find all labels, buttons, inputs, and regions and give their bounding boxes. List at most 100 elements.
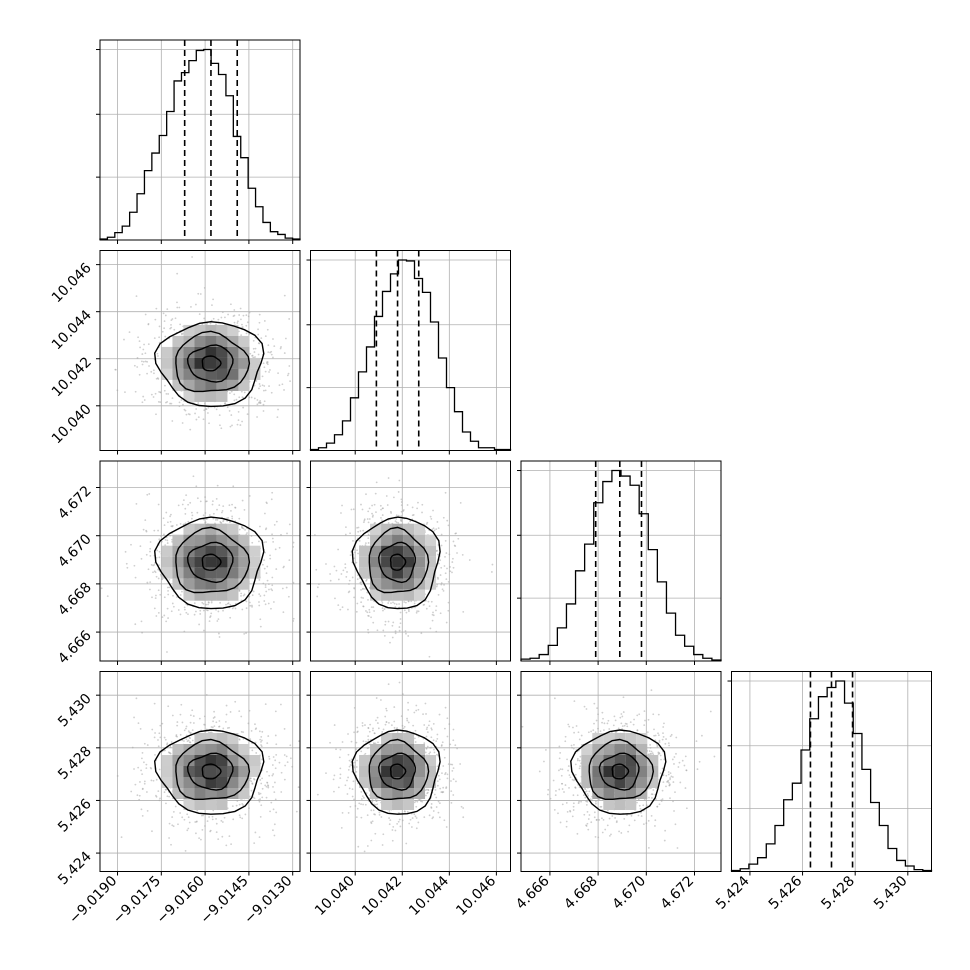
sample-point <box>172 811 175 813</box>
sample-point <box>156 549 159 552</box>
density-cell <box>183 578 195 590</box>
sample-point <box>447 601 450 604</box>
sample-point <box>159 391 162 394</box>
density-cell <box>205 766 217 777</box>
sample-point <box>217 318 220 321</box>
sample-point <box>400 715 403 718</box>
sample-point <box>194 412 196 415</box>
sample-point <box>384 623 387 626</box>
sample-point <box>228 392 231 395</box>
sample-point <box>162 517 165 520</box>
sample-point <box>452 778 455 781</box>
sample-point <box>164 384 166 387</box>
density-cell <box>205 335 217 347</box>
sample-point <box>381 730 384 733</box>
density-cell <box>392 578 404 590</box>
sample-point <box>169 402 171 405</box>
sample-point <box>152 396 155 398</box>
sample-point <box>261 787 264 790</box>
sample-point <box>179 713 182 716</box>
sample-point <box>347 753 350 756</box>
sample-point <box>425 713 427 715</box>
density-cell <box>216 523 228 535</box>
sample-point <box>285 586 288 589</box>
sample-point <box>138 798 141 801</box>
sample-point <box>403 609 406 612</box>
sample-point <box>157 739 159 741</box>
density-cell <box>194 368 206 380</box>
sample-point <box>273 823 276 826</box>
sample-point <box>379 504 382 507</box>
sample-point <box>258 321 261 324</box>
density-cell <box>359 545 371 557</box>
sample-point <box>361 724 364 727</box>
sample-point <box>238 738 241 741</box>
sample-point <box>260 337 263 340</box>
density-cell <box>227 545 239 557</box>
density-cell <box>227 589 239 601</box>
sample-point <box>411 506 414 509</box>
density-cell <box>414 567 426 579</box>
sample-point <box>415 805 418 808</box>
sample-point <box>368 611 371 614</box>
sample-point <box>143 782 146 785</box>
sample-point <box>387 620 390 623</box>
sample-point <box>359 530 362 532</box>
density-cell <box>183 523 195 535</box>
sample-point <box>147 568 150 571</box>
sample-point <box>360 816 363 819</box>
sample-point <box>271 491 274 494</box>
sample-point <box>161 616 164 618</box>
sample-point <box>202 609 205 612</box>
sample-point <box>149 554 152 557</box>
sample-point <box>275 568 278 570</box>
sample-point <box>355 741 358 744</box>
sample-point <box>200 838 202 841</box>
sample-point <box>353 557 356 560</box>
sample-point <box>402 693 404 696</box>
density-cell <box>194 788 206 799</box>
sample-point <box>187 613 189 616</box>
sample-point <box>435 630 438 633</box>
histogram-panel-0 <box>96 39 301 244</box>
sample-point <box>189 731 192 734</box>
sample-point <box>146 581 149 584</box>
sample-point <box>281 383 284 386</box>
sample-point <box>274 781 276 784</box>
sample-point <box>259 798 261 800</box>
density-cell <box>172 534 184 546</box>
sample-point <box>213 406 216 409</box>
sample-point <box>288 559 291 562</box>
sample-point <box>449 566 451 568</box>
density-cell <box>216 390 228 402</box>
sample-point <box>171 824 174 827</box>
density-cell <box>205 799 217 810</box>
density-cell <box>183 777 195 788</box>
sample-point <box>265 796 268 799</box>
sample-point <box>208 620 211 623</box>
sample-point <box>211 304 213 307</box>
sample-point <box>243 593 246 596</box>
sample-point <box>143 780 146 783</box>
sample-point <box>220 511 223 514</box>
sample-point <box>266 363 269 366</box>
sample-point <box>446 717 449 720</box>
density-cell <box>414 589 426 601</box>
sample-point <box>205 518 208 521</box>
sample-point <box>261 777 264 780</box>
sample-point <box>426 726 429 729</box>
sample-point <box>417 610 420 613</box>
y-tick-label: 5.426 <box>55 796 95 836</box>
density-cell <box>249 755 261 766</box>
sample-point <box>259 401 262 404</box>
density-cell <box>216 379 228 391</box>
sample-point <box>564 784 567 786</box>
sample-point <box>236 800 239 802</box>
sample-point <box>406 717 408 720</box>
density-cell <box>238 357 250 369</box>
sample-point <box>252 590 255 593</box>
sample-point <box>444 773 446 776</box>
sample-point <box>248 495 251 497</box>
sample-point <box>351 795 354 798</box>
sample-point <box>446 567 448 570</box>
